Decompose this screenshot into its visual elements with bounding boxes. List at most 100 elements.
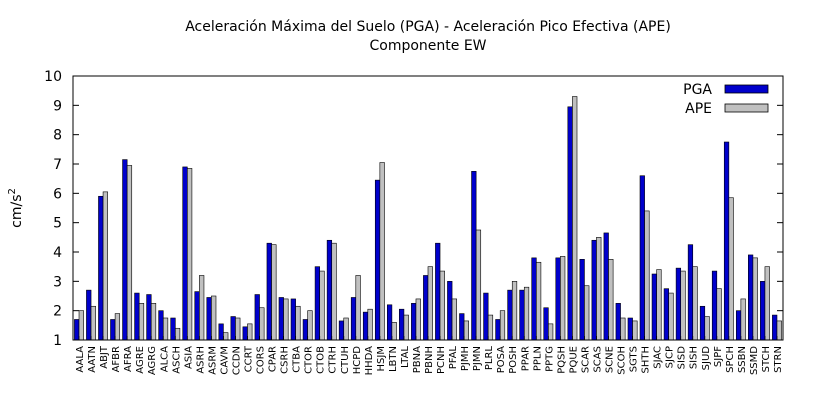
x-tick-label: STCH bbox=[761, 346, 772, 372]
bar-ape-scne bbox=[608, 259, 614, 341]
bar-pga-ctrh bbox=[326, 239, 333, 341]
x-tick-label: SCNE bbox=[605, 346, 616, 373]
x-tick-label: ASCH bbox=[171, 346, 182, 374]
bar-ape-ccrt bbox=[247, 323, 253, 341]
y-axis-label-exponent: 2 bbox=[7, 188, 18, 194]
bar-pga-hcpd bbox=[350, 297, 357, 341]
bar-ape-hhda bbox=[367, 308, 373, 341]
bar-ape-scar bbox=[584, 285, 590, 341]
bar-pga-lbtn bbox=[386, 304, 393, 341]
bar-pga-scar bbox=[579, 259, 585, 341]
x-ticks: AALA AATN ABJT AFBR AFRA AGRE AGRG ALCA ASCH ASIA… bbox=[75, 336, 784, 375]
x-tick-label: SCAS bbox=[592, 346, 603, 373]
x-tick-label: PQSH bbox=[556, 346, 567, 374]
y-tick-label: 3 bbox=[53, 274, 62, 290]
bar-ape-ctrh bbox=[331, 242, 337, 341]
bar-ape-shth bbox=[644, 210, 650, 341]
bar-ape-ssbn bbox=[740, 298, 746, 341]
x-tick-label: PBNA bbox=[412, 346, 423, 373]
bar-pga-scne bbox=[603, 232, 609, 341]
bar-pga-posh bbox=[507, 289, 513, 341]
x-tick-label: SISH bbox=[689, 346, 700, 369]
bar-pga-plrl bbox=[483, 292, 489, 341]
bar-pga-sisd bbox=[675, 267, 682, 341]
bar-ape-sjud bbox=[704, 316, 710, 341]
x-tick-label: SJCP bbox=[665, 346, 676, 368]
bar-pga-stch bbox=[760, 281, 766, 341]
x-tick-label: ASRM bbox=[207, 346, 218, 375]
legend-label-pga: PGA bbox=[683, 82, 712, 98]
bar-ape-pque bbox=[572, 96, 578, 341]
bar-ape-ctba bbox=[295, 305, 301, 341]
y-tick-label: 9 bbox=[53, 98, 62, 114]
bar-pga-aala bbox=[74, 319, 80, 341]
x-tick-label: HHDA bbox=[364, 346, 375, 376]
bar-pga-sgts bbox=[627, 317, 633, 341]
x-tick-label: CAVM bbox=[219, 346, 230, 375]
bar-ape-sjac bbox=[656, 269, 662, 341]
bar-ape-scas bbox=[596, 237, 602, 341]
bar-pga-ssmd bbox=[748, 254, 754, 341]
x-tick-label: HSJM bbox=[376, 346, 387, 371]
bar-ape-plrl bbox=[487, 314, 494, 341]
bar-ape-afra bbox=[126, 165, 133, 341]
bar-pga-sjud bbox=[699, 305, 706, 341]
bar-pga-pjmn bbox=[471, 171, 477, 341]
bar-ape-scoh bbox=[620, 317, 626, 341]
x-tick-label: PFAL bbox=[448, 346, 459, 370]
x-tick-label: CTBA bbox=[292, 346, 303, 373]
bar-pga-ctuh bbox=[338, 320, 345, 341]
bar-ape-hcpd bbox=[355, 275, 361, 341]
bar-ape-strn bbox=[776, 320, 782, 341]
bar-pga-asrh bbox=[194, 291, 200, 341]
bar-ape-asia bbox=[187, 168, 193, 341]
x-tick-label: CTRH bbox=[328, 346, 339, 374]
x-tick-label: ASRH bbox=[195, 346, 206, 374]
bar-pga-posa bbox=[495, 319, 501, 341]
bar-ape-hsjm bbox=[379, 162, 385, 341]
x-tick-label: AGRE bbox=[135, 346, 146, 374]
bar-pga-agre bbox=[134, 292, 140, 341]
bar-pga-alca bbox=[158, 310, 164, 341]
y-tick-label: 5 bbox=[53, 216, 62, 232]
x-tick-label: POSA bbox=[496, 346, 507, 373]
x-tick-label: PCNH bbox=[436, 346, 447, 374]
bar-ape-ctob bbox=[319, 270, 325, 341]
x-tick-label: AALA bbox=[75, 346, 86, 373]
bar-ape-asch bbox=[174, 327, 181, 341]
bar-pga-scas bbox=[591, 239, 597, 341]
bar-ape-asrh bbox=[199, 275, 205, 341]
bar-pga-ctob bbox=[314, 266, 320, 341]
bar-pga-aatn bbox=[86, 289, 92, 341]
x-tick-label: PPAR bbox=[520, 346, 531, 371]
bar-pga-ctor bbox=[302, 319, 308, 341]
bar-ape-ppln bbox=[536, 261, 542, 341]
x-tick-label: SJUD bbox=[701, 346, 712, 371]
x-tick-label: CTOR bbox=[304, 346, 315, 374]
bar-ape-ctor bbox=[307, 310, 313, 341]
bar-pga-ltal bbox=[399, 308, 405, 341]
x-tick-label: POSH bbox=[508, 346, 519, 374]
bar-pga-cors bbox=[254, 294, 260, 341]
x-tick-label: CPAR bbox=[268, 346, 279, 372]
x-tick-label: HCPD bbox=[352, 346, 363, 375]
bar-ape-sisd bbox=[680, 270, 686, 341]
bar-pga-ccrt bbox=[242, 326, 248, 341]
bar-ape-cpar bbox=[271, 244, 277, 341]
y-tick-label: 6 bbox=[53, 186, 62, 202]
bar-pga-pqsh bbox=[555, 257, 561, 341]
bar-ape-cavm bbox=[223, 332, 229, 341]
bar-ape-posa bbox=[499, 310, 506, 341]
x-tick-label: ASIA bbox=[183, 346, 194, 369]
bar-pga-pjmh bbox=[459, 313, 465, 341]
bar-pga-shth bbox=[639, 175, 645, 341]
y-tick-label: 8 bbox=[53, 128, 62, 144]
bar-pga-pque bbox=[567, 106, 573, 341]
bar-pga-afbr bbox=[110, 319, 116, 341]
bars-layer bbox=[74, 96, 782, 341]
bar-pga-agrg bbox=[146, 294, 152, 341]
x-tick-label: SSBN bbox=[737, 346, 748, 373]
x-tick-label: CCRT bbox=[243, 345, 254, 372]
bar-pga-cpar bbox=[266, 242, 272, 341]
